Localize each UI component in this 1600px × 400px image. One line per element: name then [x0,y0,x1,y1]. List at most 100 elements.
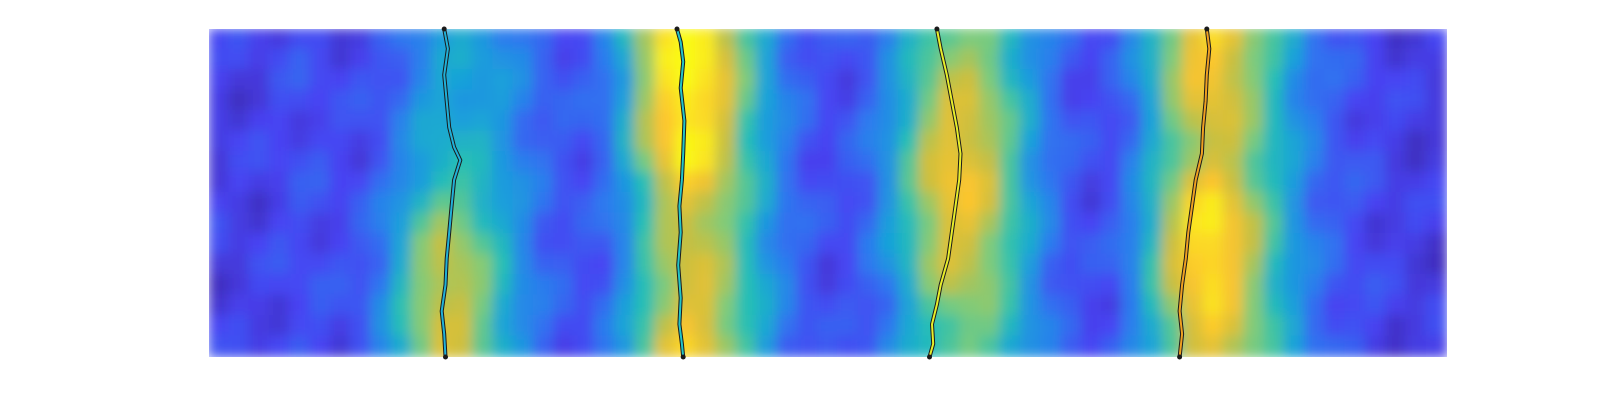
heatmap-cell [1344,294,1367,317]
heatmap-cell [350,274,373,297]
heatmap-cell [715,48,738,71]
heatmap-cell [816,171,840,194]
heatmap-cell [958,151,982,174]
heatmap-cell [1121,212,1144,235]
heatmap-cell [816,315,840,338]
heatmap-cell [958,110,982,133]
heatmap-cell [1425,192,1447,215]
heatmap-cell [209,315,231,338]
heatmap-cell [248,253,271,276]
heatmap-cell [512,110,535,133]
heatmap-cell [715,274,738,297]
heatmap-cell [1405,48,1428,71]
heatmap-cell [776,192,799,215]
heatmap-cell [1121,151,1144,174]
heatmap-cell [492,69,515,92]
heatmap-cell [1263,274,1286,297]
heatmap-cell [390,315,413,338]
heatmap-cell [1324,294,1347,317]
heatmap-cell [492,192,515,215]
heatmap-cell [695,233,718,256]
heatmap-cell [1161,130,1185,153]
heatmap-cell [634,212,657,235]
heatmap-cell [1040,171,1063,194]
heatmap-cell [1324,89,1347,112]
heatmap-cell [1222,89,1246,112]
heatmap-cell [1161,48,1185,71]
heatmap-cell [1364,212,1388,235]
heatmap-cell [1161,274,1185,297]
heatmap-cell [248,192,271,215]
heatmap-cell [1425,89,1447,112]
heatmap-cell [268,29,292,51]
heatmap-cell [329,274,353,297]
heatmap-cell [999,253,1022,276]
heatmap-cell [634,171,657,194]
heatmap-cell [289,212,312,235]
heatmap-cell [512,212,535,235]
heatmap-cell [492,315,515,338]
heatmap-cell [837,110,860,133]
heatmap-cell [1100,192,1124,215]
heatmap-cell [938,212,961,235]
heatmap-cell [1080,192,1103,215]
heatmap-cell [695,212,718,235]
heatmap-cell [918,29,941,51]
heatmap-cell [816,192,840,215]
heatmap-cell [451,89,474,112]
heatmap-cell [593,171,616,194]
heatmap-cell [248,294,271,317]
heatmap-cell [979,29,1002,51]
heatmap-cell [1222,151,1246,174]
heatmap-cell [471,89,495,112]
heatmap-cell [1080,335,1103,357]
heatmap-cell [1405,151,1428,174]
heatmap-cell [593,274,616,297]
heatmap-cell [755,29,779,51]
heatmap-cell [350,233,373,256]
heatmap-cell [796,212,819,235]
heatmap-cell [1202,274,1225,297]
heatmap-cell [1060,89,1083,112]
heatmap-cell [1263,110,1286,133]
heatmap-cell [776,294,799,317]
heatmap-cell [268,192,292,215]
heatmap-cell [268,110,292,133]
heatmap-cell [350,110,373,133]
heatmap-cell [329,69,353,92]
heatmap-cell [268,130,292,153]
heatmap-cell [1019,315,1043,338]
heatmap-cell [228,48,251,71]
heatmap-cell [1303,315,1327,338]
heatmap-cell [999,69,1022,92]
heatmap-cell [613,130,637,153]
heatmap-cell [1141,29,1164,51]
heatmap-cell [857,294,880,317]
heatmap-cell [1040,274,1063,297]
heatmap-cell [1303,274,1327,297]
heatmap-cell [209,253,231,276]
heatmap-cell [613,192,637,215]
heatmap-cell [1263,294,1286,317]
heatmap-cell [209,151,231,174]
heatmap-cell [958,192,982,215]
heatmap-cell [390,253,413,276]
heatmap-cell [1405,315,1428,338]
heatmap-cell [796,130,819,153]
heatmap-cell [796,151,819,174]
heatmap-cell [796,192,819,215]
heatmap-cell [837,315,860,338]
heatmap-cell [634,130,657,153]
heatmap-cell [634,294,657,317]
heatmap-cell [492,274,515,297]
heatmap-cell [1324,335,1347,357]
heatmap-cell [1324,29,1347,51]
heatmap-cell [796,335,819,357]
heatmap-cell [1324,151,1347,174]
heatmap-cell [796,294,819,317]
heatmap-cell [573,48,596,71]
heatmap-cell [431,253,454,276]
heatmap-cell [735,29,758,51]
heatmap-cell [1121,110,1144,133]
